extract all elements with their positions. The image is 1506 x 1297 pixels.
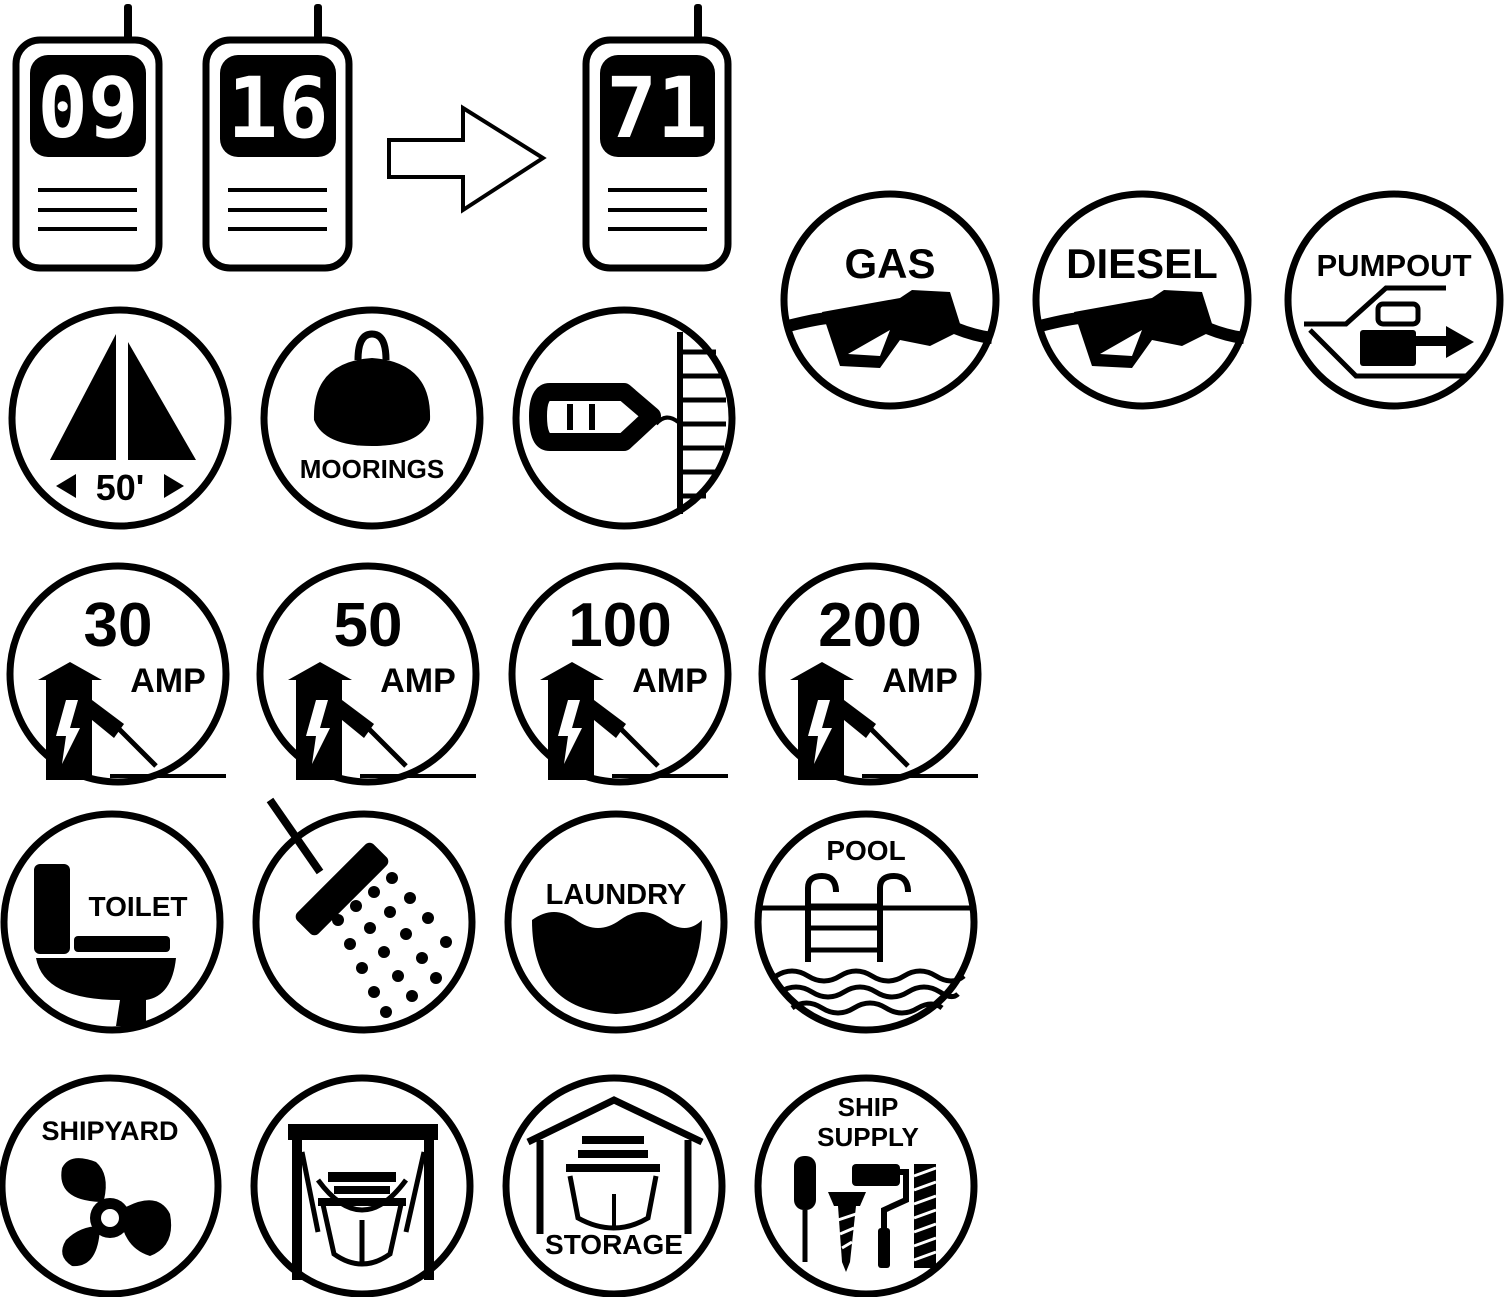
shipyard-propeller-icon: SHIPYARD xyxy=(0,1074,222,1297)
power-100-amp-icon: 100 AMP xyxy=(508,562,732,786)
travel-lift-icon xyxy=(250,1074,474,1297)
ship-supply-label-line2: SUPPLY xyxy=(817,1122,919,1152)
diesel-fuel-icon: DIESEL xyxy=(1032,190,1252,410)
pumpout-label: PUMPOUT xyxy=(1317,248,1472,283)
toilet-label: TOILET xyxy=(88,891,187,922)
shower-icon xyxy=(252,797,476,1034)
pumpout-icon: PUMPOUT xyxy=(1284,190,1504,410)
pool-label: POOL xyxy=(826,835,905,866)
amps-200-number: 200 xyxy=(818,591,921,660)
moorings-label: MOORINGS xyxy=(300,454,444,484)
boat-storage-icon: STORAGE xyxy=(502,1074,726,1297)
amp-30-unit: AMP xyxy=(130,662,206,700)
mooring-buoy-icon: MOORINGS xyxy=(260,306,484,530)
power-50-amp-icon: 50 AMP xyxy=(256,562,480,786)
laundry-icon: LAUNDRY xyxy=(504,810,728,1034)
vhf-radio-icon-71: 71 xyxy=(582,4,732,272)
radio-channel-16: 16 xyxy=(227,59,328,157)
radio-channel-71: 71 xyxy=(606,59,707,157)
power-30-amp-icon: 30 AMP xyxy=(6,562,230,786)
amps-30-number: 30 xyxy=(84,591,153,660)
pool-icon: POOL xyxy=(754,810,978,1034)
vhf-radio-icon-09: 09 xyxy=(12,4,163,272)
length-label: 50' xyxy=(96,467,145,508)
arrow-right-icon xyxy=(387,104,547,214)
amps-100-number: 100 xyxy=(568,591,671,660)
shipyard-label: SHIPYARD xyxy=(41,1116,178,1146)
power-200-amp-icon: 200 AMP xyxy=(758,562,982,786)
amp-200-unit: AMP xyxy=(882,662,958,700)
diesel-label: DIESEL xyxy=(1066,240,1218,287)
laundry-label: LAUNDRY xyxy=(546,879,687,911)
amp-50-unit: AMP xyxy=(380,662,456,700)
gas-label: GAS xyxy=(844,240,935,287)
radio-channel-09: 09 xyxy=(37,59,138,157)
storage-label: STORAGE xyxy=(545,1229,683,1260)
amps-50-number: 50 xyxy=(334,591,403,660)
ship-supply-icon: SHIP SUPPLY xyxy=(754,1074,978,1297)
sailboat-50ft-icon: 50' xyxy=(8,306,232,530)
vhf-radio-icon-16: 16 xyxy=(202,4,353,272)
toilet-icon: TOILET xyxy=(0,810,224,1034)
amp-100-unit: AMP xyxy=(632,662,708,700)
dinghy-dock-icon xyxy=(512,306,736,530)
ship-supply-label-line1: SHIP xyxy=(838,1092,899,1122)
gas-fuel-icon: GAS xyxy=(780,190,1000,410)
